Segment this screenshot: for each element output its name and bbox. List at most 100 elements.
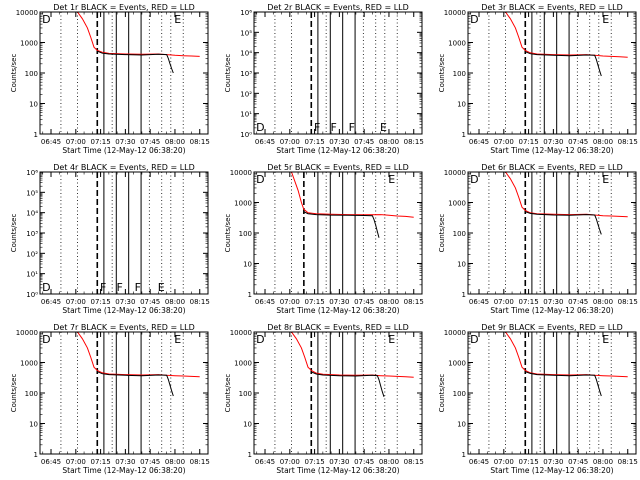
flag-label: D (470, 173, 478, 186)
x-tick-label: 07:15 (90, 458, 110, 466)
y-tick-label: 1 (462, 451, 466, 459)
x-tick-label: 07:00 (494, 298, 514, 306)
y-tick-label: 10² (240, 90, 252, 98)
x-axis-label: Start Time (12-May-12 06:38:20) (490, 146, 613, 155)
y-tick-label: 100 (453, 390, 466, 398)
flag-label: F (330, 121, 336, 134)
y-tick-label: 10000 (444, 169, 466, 177)
flag-label: D (470, 333, 478, 346)
panel-title: Det 7r BLACK = Events, RED = LLD (53, 323, 195, 332)
x-tick-label: 07:15 (518, 298, 538, 306)
y-tick-label: 10 (457, 101, 466, 109)
y-tick-label: 1000 (20, 40, 38, 48)
x-tick-label: 07:00 (66, 458, 86, 466)
x-tick-label: 08:15 (618, 458, 638, 466)
flag-label: F (135, 281, 141, 294)
x-axis-label: Start Time (12-May-12 06:38:20) (490, 466, 613, 475)
plot-frame (253, 331, 423, 455)
panel-title: Det 3r BLACK = Events, RED = LLD (481, 3, 623, 12)
x-tick-label: 07:00 (280, 458, 300, 466)
x-tick-label: 07:45 (568, 458, 588, 466)
flag-label: D (42, 333, 50, 346)
x-tick-label: 07:30 (329, 458, 349, 466)
x-axis-label: Start Time (12-May-12 06:38:20) (62, 306, 185, 315)
y-axis-label: Counts/sec (438, 54, 446, 93)
x-tick-label: 08:00 (379, 138, 399, 146)
x-tick-label: 07:30 (115, 458, 135, 466)
x-tick-label: 06:45 (255, 458, 275, 466)
panel-title: Det 4r BLACK = Events, RED = LLD (53, 163, 195, 172)
y-tick-label: 10⁶ (240, 9, 252, 17)
plot-frame (39, 171, 209, 295)
y-tick-label: 10000 (16, 9, 38, 17)
x-tick-label: 07:45 (568, 298, 588, 306)
y-tick-label: 10000 (444, 329, 466, 337)
plot-frame (467, 171, 637, 295)
flag-label: E (158, 281, 165, 294)
y-tick-label: 1 (34, 131, 38, 139)
x-tick-label: 08:00 (165, 458, 185, 466)
y-tick-label: 10 (243, 421, 252, 429)
flag-label: E (602, 173, 609, 186)
panel-title: Det 6r BLACK = Events, RED = LLD (481, 163, 623, 172)
flag-label: F (314, 121, 320, 134)
x-tick-label: 07:15 (304, 138, 324, 146)
y-tick-label: 10⁴ (26, 210, 38, 218)
x-tick-label: 07:00 (66, 138, 86, 146)
panel-title: Det 9r BLACK = Events, RED = LLD (481, 323, 623, 332)
lld-series-line (468, 172, 628, 218)
y-tick-label: 100 (453, 230, 466, 238)
y-tick-label: 1 (462, 291, 466, 299)
x-axis-label: Start Time (12-May-12 06:38:20) (276, 146, 399, 155)
y-tick-label: 1 (462, 131, 466, 139)
y-tick-label: 1000 (234, 200, 252, 208)
flag-label: D (470, 13, 478, 26)
x-tick-label: 07:45 (354, 298, 374, 306)
flag-label: E (602, 13, 609, 26)
y-tick-label: 10 (457, 261, 466, 269)
y-tick-label: 1000 (234, 360, 252, 368)
lld-series-line (254, 172, 414, 218)
x-tick-label: 07:15 (90, 138, 110, 146)
y-tick-label: 10 (457, 421, 466, 429)
x-tick-label: 07:15 (90, 298, 110, 306)
y-tick-label: 1000 (448, 200, 466, 208)
y-axis-label: Counts/sec (10, 214, 18, 253)
y-tick-label: 1000 (20, 360, 38, 368)
lld-series-line (254, 332, 414, 378)
lld-series-line (40, 332, 200, 378)
flag-label: F (349, 121, 355, 134)
x-tick-label: 07:30 (543, 138, 563, 146)
y-axis-label: Counts/sec (10, 374, 18, 413)
y-tick-label: 1000 (448, 40, 466, 48)
x-tick-label: 08:15 (618, 138, 638, 146)
x-tick-label: 07:45 (354, 138, 374, 146)
x-tick-label: 06:45 (469, 298, 489, 306)
y-tick-label: 10000 (444, 9, 466, 17)
x-tick-label: 08:15 (404, 138, 424, 146)
x-tick-label: 07:45 (140, 458, 160, 466)
x-tick-label: 06:45 (255, 298, 275, 306)
y-tick-label: 1 (248, 451, 252, 459)
x-tick-label: 07:15 (304, 298, 324, 306)
events-series-line (97, 371, 174, 397)
x-tick-label: 07:15 (304, 458, 324, 466)
y-tick-label: 10⁵ (26, 189, 38, 197)
y-tick-label: 100 (25, 70, 38, 78)
x-tick-label: 06:45 (41, 458, 61, 466)
x-axis-label: Start Time (12-May-12 06:38:20) (62, 466, 185, 475)
x-tick-label: 08:15 (404, 298, 424, 306)
events-series-line (97, 50, 174, 74)
y-axis-label: Counts/sec (438, 214, 446, 253)
